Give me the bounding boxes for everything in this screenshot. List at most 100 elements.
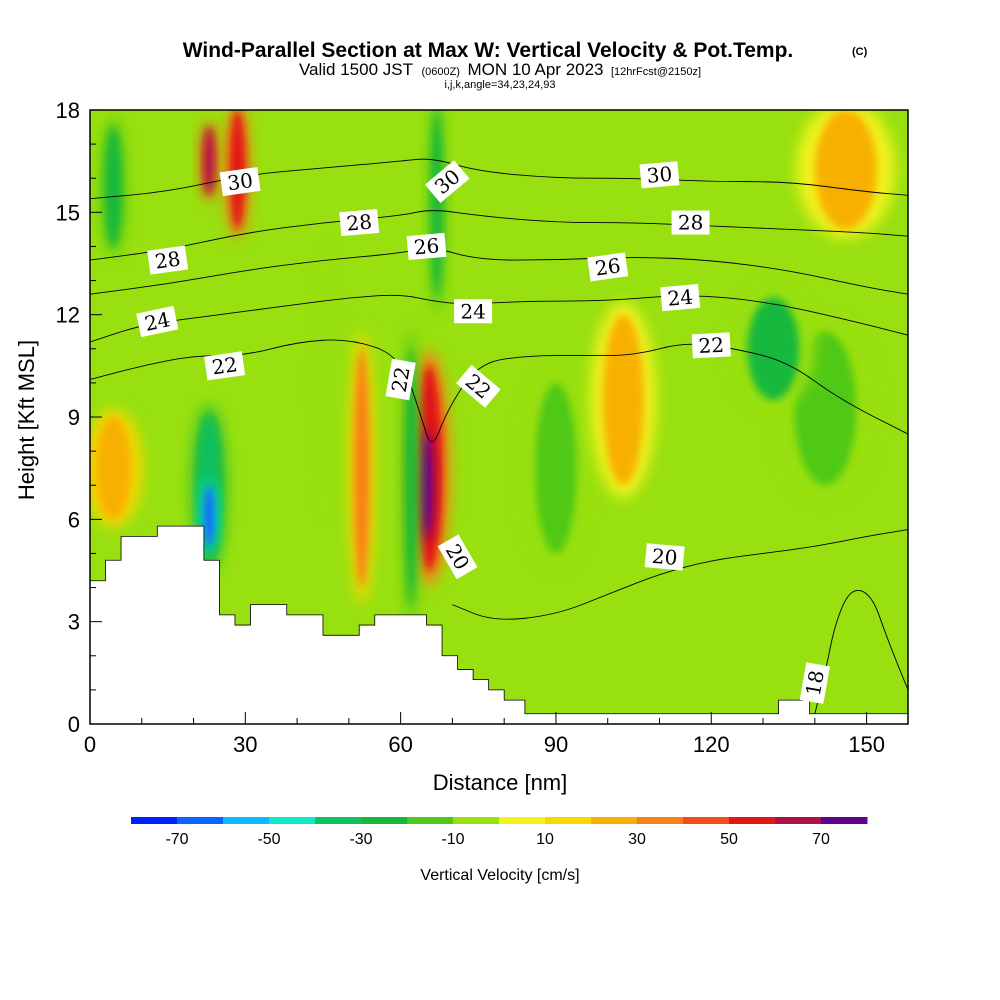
contour-label-text: 28 — [153, 246, 182, 273]
contour-label-box — [639, 161, 680, 189]
colorbar: -70 -50 -30 -10 10 30 50 70 — [131, 817, 868, 848]
contour-label-text: 28 — [345, 210, 372, 236]
contour-label: 24 — [136, 305, 179, 338]
contour-label-box — [587, 252, 629, 282]
velocity-core — [535, 382, 577, 554]
velocity-core — [431, 110, 443, 298]
x-tick-label: 30 — [233, 732, 257, 757]
contour-label-box — [671, 210, 710, 235]
colorbar-swatch — [361, 817, 408, 824]
colorbar-swatch — [407, 817, 454, 824]
colorbar-tick-label: -70 — [165, 831, 188, 848]
chart-title-mark: (C) — [852, 46, 868, 58]
contour-label-box — [385, 358, 416, 401]
contour-label: 22 — [385, 358, 416, 401]
colorbar-tick-label: 70 — [812, 831, 830, 848]
x-axis-title: Distance [nm] — [433, 770, 568, 795]
velocity-core — [814, 110, 877, 230]
y-tick-label: 18 — [56, 98, 80, 123]
colorbar-swatch — [177, 817, 224, 824]
contour-label-box — [147, 245, 189, 275]
x-tick-label: 0 — [84, 732, 96, 757]
contour-label-text: 22 — [698, 333, 725, 358]
velocity-core — [203, 127, 215, 196]
contour-label: 28 — [147, 245, 189, 275]
y-axis: 0 3 6 9 12 15 18 — [56, 98, 102, 737]
y-tick-label: 9 — [68, 405, 80, 430]
y-tick-label: 0 — [68, 712, 80, 737]
contour-label: 22 — [691, 332, 731, 359]
contour-label-box — [454, 299, 493, 324]
contour-label-box — [424, 160, 470, 204]
terrain-mask — [90, 525, 908, 724]
colorbar-tick-label: -50 — [257, 831, 280, 848]
colorbar-swatch — [683, 817, 730, 824]
subtitle-utc: (0600Z) — [421, 66, 460, 78]
theta-contour-28 — [90, 210, 908, 261]
contour-label-box — [456, 364, 501, 408]
colorbar-tick-label: 10 — [536, 831, 554, 848]
contour-label-text: 24 — [142, 307, 172, 336]
contour-label-text: 24 — [666, 285, 693, 311]
theta-contour-26 — [90, 248, 908, 295]
colorbar-swatch — [269, 817, 316, 824]
contour-label-box — [691, 332, 731, 359]
terrain-profile — [90, 525, 908, 724]
y-tick-label: 15 — [56, 200, 80, 225]
contour-label-box — [204, 351, 246, 381]
velocity-core — [602, 314, 644, 486]
colorbar-swatch — [729, 817, 776, 824]
colorbar-swatch — [775, 817, 822, 824]
subtitle-ijk: i,j,k,angle=34,23,24,93 — [444, 79, 555, 91]
contour-label-box — [660, 284, 701, 312]
contour-label-box — [437, 534, 478, 580]
contour-label-text: 28 — [678, 211, 703, 235]
contour-label-box — [339, 208, 380, 237]
y-tick-label: 3 — [68, 610, 80, 635]
velocity-core — [95, 417, 132, 520]
contour-label-box — [406, 232, 447, 261]
contour-label-box — [219, 167, 261, 197]
contour-label: 28 — [671, 210, 710, 235]
colorbar-swatch — [315, 817, 362, 824]
chart-subtitle: Valid 1500 JST (0600Z) MON 10 Apr 2023 [… — [299, 60, 701, 79]
x-tick-label: 120 — [693, 732, 730, 757]
contour-label-text: 18 — [801, 668, 829, 697]
contour-label-text: 30 — [646, 162, 673, 188]
subtitle-forecast: [12hrFcst@2150z] — [611, 66, 701, 78]
contour-label-text: 20 — [651, 544, 678, 570]
colorbar-swatch — [131, 817, 178, 824]
velocity-core — [354, 348, 370, 588]
colorbar-swatch — [453, 817, 500, 824]
subtitle-valid: Valid 1500 JST — [299, 60, 413, 79]
velocity-core — [405, 348, 417, 605]
velocity-core — [105, 127, 122, 247]
colorbar-swatch — [821, 817, 868, 824]
contour-label: 24 — [454, 299, 493, 324]
velocity-core — [747, 297, 800, 400]
contour-label: 24 — [660, 284, 701, 312]
contour-label: 26 — [587, 252, 629, 282]
colorbar-tick-label: -10 — [441, 831, 464, 848]
y-axis-title: Height [Kft MSL] — [14, 340, 39, 500]
contour-label-text: 22 — [387, 365, 415, 394]
velocity-core — [421, 434, 432, 537]
contour-label: 28 — [339, 208, 380, 237]
colorbar-tick-label: -30 — [349, 831, 372, 848]
contour-label-box — [799, 662, 830, 704]
velocity-core — [312, 246, 339, 520]
x-tick-label: 90 — [544, 732, 568, 757]
y-tick-label: 6 — [68, 507, 80, 532]
theta-contour-24 — [90, 294, 908, 343]
colorbar-swatch — [637, 817, 684, 824]
colorbar-swatch — [545, 817, 592, 824]
contour-label-text: 22 — [210, 352, 239, 379]
contour-label: 20 — [644, 543, 685, 571]
colorbar-swatch — [591, 817, 638, 824]
contour-label: 22 — [204, 351, 246, 381]
contour-label: 30 — [219, 167, 261, 197]
x-tick-label: 150 — [848, 732, 885, 757]
